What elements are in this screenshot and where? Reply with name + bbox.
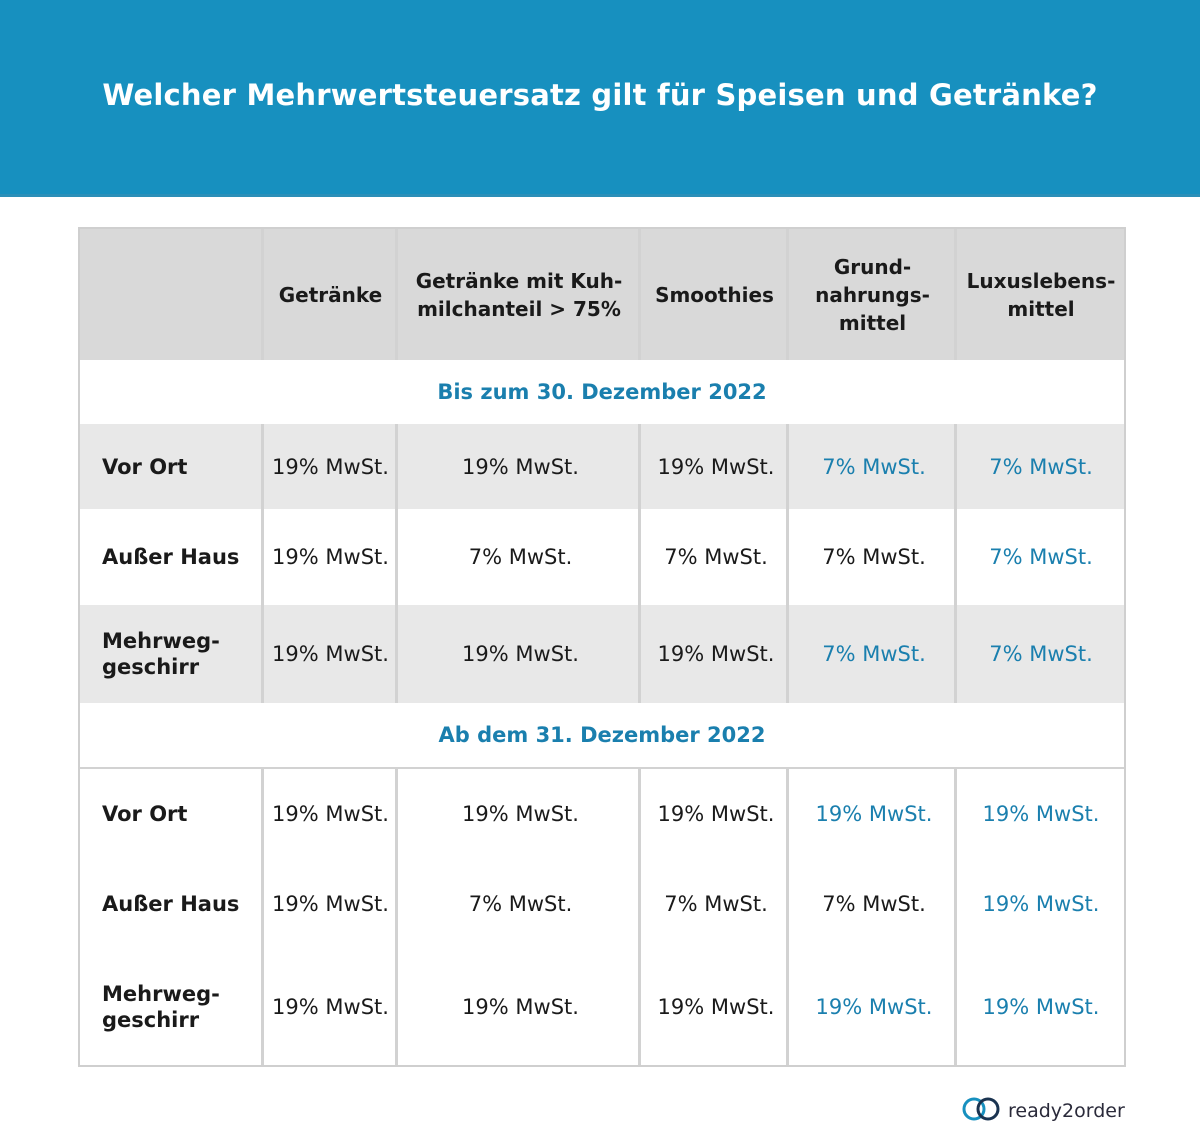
row-label: Außer Haus (102, 545, 240, 569)
table-cell: 19% MwSt. (657, 802, 775, 826)
table-cell: 19% MwSt. (462, 802, 579, 826)
column-divider (261, 767, 264, 1065)
header-cell-grundnahrungsmittel: Grund- nahrungs- mittel (815, 254, 930, 335)
header-cell-empty (80, 229, 262, 360)
header-cell-kuhmilch: Getränke mit Kuh- milchanteil > 75% (415, 268, 623, 321)
table-cell: 19% MwSt. (815, 802, 933, 826)
row-label: Mehrweg- geschirr (102, 629, 220, 679)
table-cell: 7% MwSt. (468, 545, 573, 569)
table-cell: 19% MwSt. (462, 642, 579, 666)
vat-table: Getränke Getränke mit Kuh- milchanteil >… (78, 227, 1126, 1067)
brand-logo: ready2order (962, 1096, 1125, 1126)
column-divider (786, 767, 789, 1065)
table-cell: 19% MwSt. (272, 642, 389, 666)
column-divider (954, 229, 957, 360)
table-cell: 19% MwSt. (982, 995, 1100, 1019)
column-divider (638, 424, 641, 703)
table-cell: 7% MwSt. (822, 454, 926, 479)
table-cell: 7% MwSt. (664, 545, 768, 569)
table-cell: 7% MwSt. (664, 892, 768, 916)
column-divider (786, 424, 789, 703)
header-cell-smoothies: Smoothies (655, 282, 774, 307)
column-divider (395, 424, 398, 703)
row-label: Vor Ort (102, 454, 188, 479)
title-banner: Welcher Mehrwertsteuersatz gilt für Spei… (0, 0, 1200, 197)
row-label: Mehrweg- geschirr (102, 982, 220, 1032)
table-cell: 7% MwSt. (468, 892, 573, 916)
table-cell: 19% MwSt. (462, 995, 579, 1019)
table-cell: 19% MwSt. (272, 802, 389, 826)
ready2order-logo-icon (962, 1095, 1002, 1127)
section-divider (80, 767, 1124, 769)
column-divider (395, 229, 398, 360)
table-row: Vor Ort 19% MwSt. 19% MwSt. 19% MwSt. 19… (80, 769, 1124, 859)
section-heading: Ab dem 31. Dezember 2022 (80, 703, 1124, 767)
table-cell: 19% MwSt. (815, 995, 933, 1019)
section-heading: Bis zum 30. Dezember 2022 (80, 360, 1124, 424)
table-cell: 7% MwSt. (989, 545, 1093, 569)
table-row: Mehrweg- geschirr 19% MwSt. 19% MwSt. 19… (80, 949, 1124, 1065)
column-divider (954, 767, 957, 1065)
brand-name: ready2order (1008, 1100, 1125, 1122)
header-cell-getraenke: Getränke (278, 282, 383, 307)
column-divider (638, 767, 641, 1065)
table-row: Außer Haus 19% MwSt. 7% MwSt. 7% MwSt. 7… (80, 859, 1124, 949)
row-label: Vor Ort (102, 802, 188, 826)
column-divider (954, 424, 957, 703)
table-cell: 19% MwSt. (272, 892, 389, 916)
table-cell: 19% MwSt. (657, 454, 775, 479)
table-cell: 19% MwSt. (272, 454, 389, 479)
table-cell: 19% MwSt. (982, 802, 1100, 826)
table-cell: 7% MwSt. (822, 892, 926, 916)
table-cell: 19% MwSt. (982, 892, 1100, 916)
table-cell: 19% MwSt. (272, 545, 389, 569)
column-divider (261, 424, 264, 703)
table-row: Vor Ort 19% MwSt. 19% MwSt. 19% MwSt. 7%… (80, 424, 1124, 509)
table-cell: 19% MwSt. (462, 454, 579, 479)
table-cell: 7% MwSt. (822, 545, 926, 569)
table-cell: 7% MwSt. (822, 642, 926, 666)
page-title: Welcher Mehrwertsteuersatz gilt für Spei… (102, 78, 1098, 112)
table-cell: 19% MwSt. (657, 995, 775, 1019)
column-divider (638, 229, 641, 360)
table-cell: 7% MwSt. (989, 454, 1093, 479)
table-cell: 19% MwSt. (657, 642, 775, 666)
table-row: Mehrweg- geschirr 19% MwSt. 19% MwSt. 19… (80, 605, 1124, 703)
column-divider (395, 767, 398, 1065)
table-header: Getränke Getränke mit Kuh- milchanteil >… (80, 229, 1124, 360)
row-label: Außer Haus (102, 892, 240, 916)
column-divider (261, 229, 264, 360)
table-cell: 7% MwSt. (989, 642, 1093, 666)
header-cell-luxuslebensmittel: Luxuslebens- mittel (966, 268, 1116, 321)
table-cell: 19% MwSt. (272, 995, 389, 1019)
table-row: Außer Haus 19% MwSt. 7% MwSt. 7% MwSt. 7… (80, 509, 1124, 605)
column-divider (786, 229, 789, 360)
